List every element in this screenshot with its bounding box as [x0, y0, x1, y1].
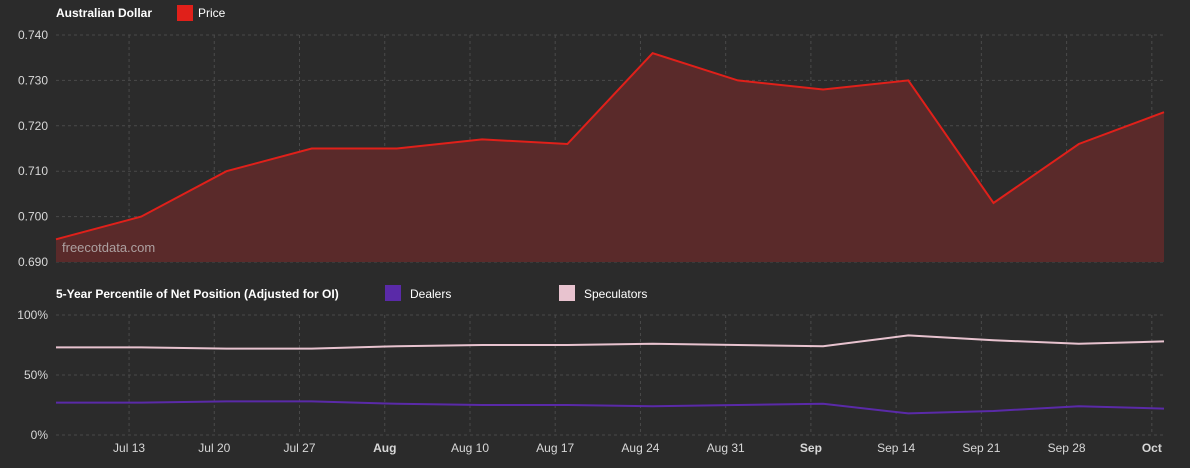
- watermark: freecotdata.com: [62, 240, 155, 255]
- dealers-line: [56, 400, 1165, 415]
- x-tick-label: Oct: [1142, 441, 1162, 455]
- legend-price-label[interactable]: Price: [198, 6, 226, 20]
- legend-speculators-swatch[interactable]: [559, 285, 575, 301]
- percentile-y-tick-label: 100%: [17, 308, 48, 322]
- price-y-tick-label: 0.740: [18, 28, 48, 42]
- price-y-tick-label: 0.710: [18, 164, 48, 178]
- price-y-tick-label: 0.700: [18, 210, 48, 224]
- x-tick-label: Aug 10: [451, 441, 489, 455]
- percentile-chart-title: 5-Year Percentile of Net Position (Adjus…: [56, 287, 339, 301]
- legend-dealers-label[interactable]: Dealers: [410, 287, 451, 301]
- price-line: [55, 52, 1165, 241]
- price-y-tick-label: 0.720: [18, 119, 48, 133]
- price-y-tick-label: 0.730: [18, 73, 48, 87]
- percentile-y-tick-label: 50%: [24, 368, 48, 382]
- percentile-grid: [56, 314, 1164, 436]
- x-tick-label: Aug 17: [536, 441, 574, 455]
- legend-speculators-label[interactable]: Speculators: [584, 287, 647, 301]
- x-tick-label: Aug 24: [621, 441, 659, 455]
- price-panel: Australian Dollar Price 0.7400.7300.7200…: [18, 5, 1165, 269]
- x-tick-label: Sep 21: [962, 441, 1000, 455]
- legend-dealers-swatch[interactable]: [385, 285, 401, 301]
- x-tick-label: Jul 27: [284, 441, 316, 455]
- percentile-y-tick-label: 0%: [31, 428, 49, 442]
- percentile-panel: 5-Year Percentile of Net Position (Adjus…: [17, 285, 1165, 442]
- price-y-axis: 0.740 0.730 0.720 0.710 0.700 0.690: [18, 28, 48, 269]
- percentile-y-axis: 100% 50% 0%: [17, 308, 48, 442]
- x-tick-label: Sep: [800, 441, 822, 455]
- x-tick-label: Jul 13: [113, 441, 145, 455]
- x-tick-label: Jul 20: [198, 441, 230, 455]
- price-y-tick-label: 0.690: [18, 255, 48, 269]
- speculators-line: [56, 334, 1165, 350]
- x-tick-label: Aug 31: [707, 441, 745, 455]
- x-tick-label: Sep 28: [1048, 441, 1086, 455]
- price-chart-title: Australian Dollar: [56, 6, 152, 20]
- x-tick-label: Sep 14: [877, 441, 915, 455]
- legend-price-swatch[interactable]: [177, 5, 193, 21]
- x-axis: Jul 13 Jul 20 Jul 27 Aug Aug 10 Aug 17 Aug 24 A…: [113, 441, 1162, 455]
- price-area: [56, 53, 1164, 263]
- x-tick-label: Aug: [373, 441, 396, 455]
